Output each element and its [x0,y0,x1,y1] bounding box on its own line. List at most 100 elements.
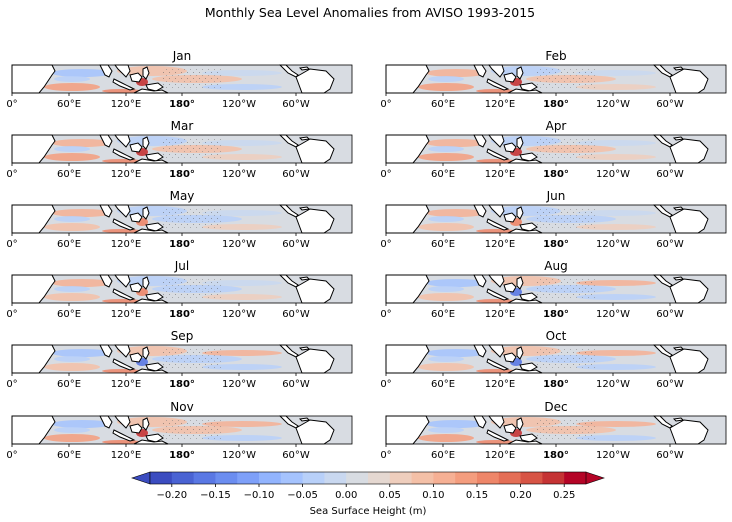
lon-tick-label: 60°W [282,99,310,110]
lon-tick-label: 0° [6,309,17,320]
land-mass [516,206,524,220]
island-dots [162,348,222,370]
lon-tick-label: 60°E [57,169,81,180]
colorbar-frame [149,471,587,485]
land-mass [516,346,524,360]
lon-tick-label: 0° [380,239,391,250]
land-mass [142,276,150,290]
anomaly-region [54,427,90,433]
lon-tick-label: 180° [543,169,569,180]
lon-tick-label: 60°E [431,379,455,390]
anomaly-region [418,83,474,91]
lon-tick-label: 180° [543,99,569,110]
lon-tick-label: 120°W [596,379,630,390]
land-mass [129,423,143,434]
anomaly-region [418,293,474,301]
anomaly-region [418,363,474,371]
anomaly-region [426,420,486,428]
anomaly-region [52,209,112,217]
land-mass [142,206,150,220]
land-mass [516,276,524,290]
land-mass [486,429,510,442]
colorbar-bin [542,472,565,484]
land-mass [669,419,709,445]
island-dots [536,278,596,300]
anomaly-region [426,349,486,357]
anomaly-region [418,153,474,161]
land-mass [669,138,709,164]
colorbar-bin [215,472,238,484]
lon-tick-label: 60°W [656,450,684,461]
lon-tick-label: 60°E [57,309,81,320]
land-mass [112,288,136,301]
map-panel: Mar 0° 60°E 120°E 180° 120°W 60°W [6,119,353,180]
lon-tick-label: 180° [543,239,569,250]
land-mass [145,292,164,302]
land-mass [519,152,538,162]
lon-tick-label: 120°W [596,99,630,110]
panel-title: Oct [546,329,567,343]
land-mass [145,362,164,372]
anomaly-region [54,76,90,82]
map-panel: Jul 0° 60°E 120°E 180° 120°W 60°W [6,259,353,320]
lon-tick-label: 120°E [111,99,141,110]
anomaly-region [44,434,100,442]
land-mass [519,82,538,92]
land-mass [672,206,685,211]
island-dots [536,348,596,370]
island-dots [162,208,222,230]
lon-tick-label: 120°E [111,169,141,180]
land-mass [142,417,150,431]
colorbar-bin [259,472,282,484]
land-mass [669,348,709,374]
lon-tick-label: 60°W [282,239,310,250]
panel-title: Sep [171,329,194,343]
colorbar-tick-label: −0.20 [156,490,187,501]
anomaly-region [54,356,90,362]
anomaly-region [428,76,464,82]
lon-tick-label: 120°W [222,450,256,461]
land-mass [669,68,709,94]
lon-tick-label: 60°E [57,99,81,110]
land-mass [112,429,136,442]
anomaly-region [44,153,100,161]
colorbar-bin [520,472,543,484]
lon-tick-label: 60°E [431,99,455,110]
panel-title: Apr [546,119,567,133]
colorbar-bin [389,472,413,484]
colorbar-tick-label: 0.25 [553,490,575,501]
anomaly-region [428,146,464,152]
land-mass [503,282,517,293]
land-mass [519,222,538,232]
lon-tick-label: 60°E [431,309,455,320]
lon-tick-label: 0° [6,379,17,390]
land-mass [519,433,538,443]
colorbar-bin [150,472,173,484]
lon-tick-label: 60°E [57,239,81,250]
land-mass [672,417,685,422]
island-dots [536,68,596,90]
land-mass [145,82,164,92]
map-panel: Dec 0° 60°E 120°E 180° 120°W 60°W [380,400,727,461]
anomaly-region [418,223,474,231]
land-mass [142,66,150,80]
lon-tick-label: 120°W [596,239,630,250]
land-mass [112,358,136,371]
panel-title: Jun [546,189,566,203]
panel-title: Dec [544,400,567,414]
lon-tick-label: 60°W [656,239,684,250]
island-dots [536,138,596,160]
lon-tick-label: 180° [543,379,569,390]
land-mass [503,423,517,434]
lon-tick-label: 60°W [282,169,310,180]
lon-tick-label: 180° [169,450,195,461]
lon-tick-label: 60°E [431,169,455,180]
lon-tick-label: 60°E [431,450,455,461]
land-mass [298,276,311,281]
land-mass [129,282,143,293]
colorbar-tick-label: 0.00 [335,490,357,501]
lon-tick-label: 60°W [282,379,310,390]
land-mass [503,352,517,363]
lon-tick-label: 60°W [656,379,684,390]
